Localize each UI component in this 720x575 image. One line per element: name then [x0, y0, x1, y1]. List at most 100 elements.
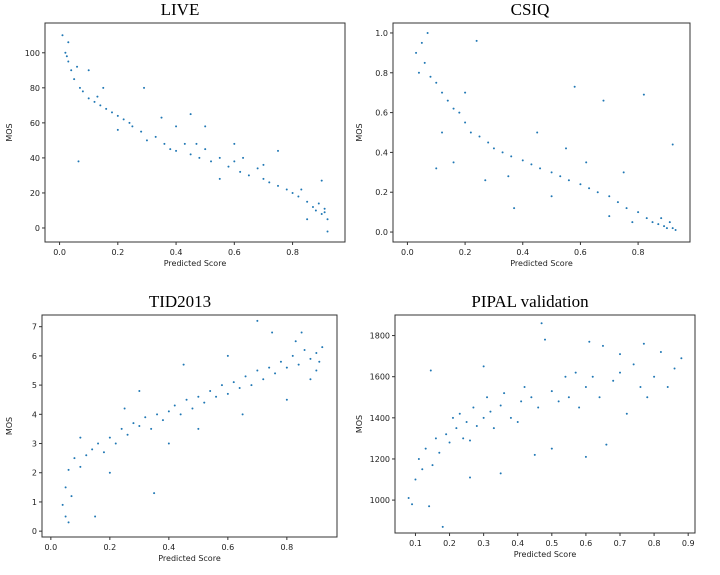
- data-point: [446, 99, 449, 102]
- x-tick-label: 0.6: [221, 543, 234, 552]
- data-point: [492, 147, 495, 150]
- data-point: [574, 371, 577, 374]
- data-point: [660, 217, 663, 220]
- data-point: [482, 416, 485, 419]
- data-point: [215, 395, 218, 398]
- data-point: [659, 351, 662, 354]
- data-point: [567, 396, 570, 399]
- data-point: [499, 472, 502, 475]
- data-point: [588, 187, 591, 190]
- data-point: [585, 161, 588, 164]
- data-point: [462, 437, 465, 440]
- data-point: [448, 441, 451, 444]
- x-axis-label: Predicted Score: [514, 550, 577, 559]
- data-point: [559, 175, 562, 178]
- data-point: [550, 390, 553, 393]
- data-point: [99, 104, 102, 107]
- data-point: [220, 384, 223, 387]
- data-point: [452, 107, 455, 110]
- data-point: [81, 90, 84, 93]
- data-point: [173, 404, 176, 407]
- data-point: [79, 465, 82, 468]
- data-point: [608, 215, 611, 218]
- data-point: [297, 195, 300, 198]
- y-tick-label: 3: [32, 440, 37, 449]
- y-tick-label: 40: [30, 154, 40, 163]
- data-point: [318, 360, 321, 363]
- data-point: [499, 404, 502, 407]
- data-point: [163, 142, 166, 145]
- x-tick-label: 0.5: [545, 539, 558, 548]
- data-point: [426, 31, 429, 34]
- scatter-plot: 0.1 0.2 0.3 0.4 0.5 0.6 0.7 0.8 0.9 1000 1200 1400 1…: [355, 314, 696, 559]
- data-point: [507, 175, 510, 178]
- data-point: [116, 128, 119, 131]
- data-point: [189, 153, 192, 156]
- data-point: [67, 60, 70, 63]
- data-point: [646, 396, 649, 399]
- data-point: [218, 177, 221, 180]
- data-point: [61, 34, 64, 37]
- data-point: [584, 455, 587, 458]
- y-tick-label: 6: [32, 352, 37, 361]
- data-point: [501, 151, 504, 154]
- data-point: [285, 366, 288, 369]
- data-point: [598, 396, 601, 399]
- data-point: [503, 392, 506, 395]
- data-point: [523, 385, 526, 388]
- data-point: [441, 131, 444, 134]
- data-point: [291, 354, 294, 357]
- data-point: [191, 407, 194, 410]
- data-point: [303, 349, 306, 352]
- data-point: [262, 163, 265, 166]
- data-point: [209, 389, 212, 392]
- data-point: [579, 183, 582, 186]
- chart-csiq: CSIQ 0.0 0.2 0.4 0.6 0.8 0.0 0.2 0.4 0.6 0.8 1.0 Pre…: [350, 0, 710, 285]
- data-point: [320, 179, 323, 182]
- data-point: [256, 319, 259, 322]
- chart-title: PIPAL validation: [471, 292, 589, 311]
- data-point: [445, 433, 448, 436]
- data-point: [622, 171, 625, 174]
- data-point: [438, 451, 441, 454]
- data-point: [315, 369, 318, 372]
- data-point: [70, 69, 73, 72]
- data-point: [414, 478, 417, 481]
- data-point: [492, 427, 495, 430]
- data-point: [431, 464, 434, 467]
- y-tick-label: 1200: [370, 455, 390, 464]
- chart-tid2013: TID2013 0.0 0.2 0.4 0.6 0.8 0 1 2 3 4 5 6 7 Predicted …: [0, 290, 360, 575]
- data-point: [417, 457, 420, 460]
- y-tick-label: 1400: [370, 414, 390, 423]
- data-point: [91, 448, 94, 451]
- data-point: [94, 515, 97, 518]
- data-point: [277, 184, 280, 187]
- x-tick-label: 0.8: [286, 248, 299, 257]
- data-point: [435, 167, 438, 170]
- data-point: [274, 372, 277, 375]
- data-point: [233, 160, 236, 163]
- x-tick-label: 0.6: [580, 539, 593, 548]
- x-tick-label: 0.8: [632, 248, 645, 257]
- data-point: [601, 344, 604, 347]
- data-point: [619, 353, 621, 356]
- data-point: [464, 121, 467, 124]
- data-point: [475, 39, 478, 42]
- y-tick-label: 1.0: [375, 29, 388, 38]
- data-point: [420, 41, 423, 44]
- data-point: [262, 177, 265, 180]
- data-point: [65, 55, 68, 58]
- data-point: [637, 211, 640, 214]
- y-axis-label: MOS: [355, 123, 364, 141]
- chart-live: LIVE 0.0 0.2 0.4 0.6 0.8 0 20 40 60 80 100 Predicted…: [0, 0, 360, 285]
- data-point: [657, 223, 660, 226]
- plot-frame: [41, 314, 338, 538]
- data-point: [300, 331, 303, 334]
- data-point: [573, 85, 576, 88]
- data-point: [102, 86, 105, 89]
- data-point: [154, 135, 157, 138]
- data-point: [469, 131, 472, 134]
- data-point: [323, 207, 326, 210]
- y-tick-label: 0.8: [375, 69, 388, 78]
- data-point: [309, 357, 312, 360]
